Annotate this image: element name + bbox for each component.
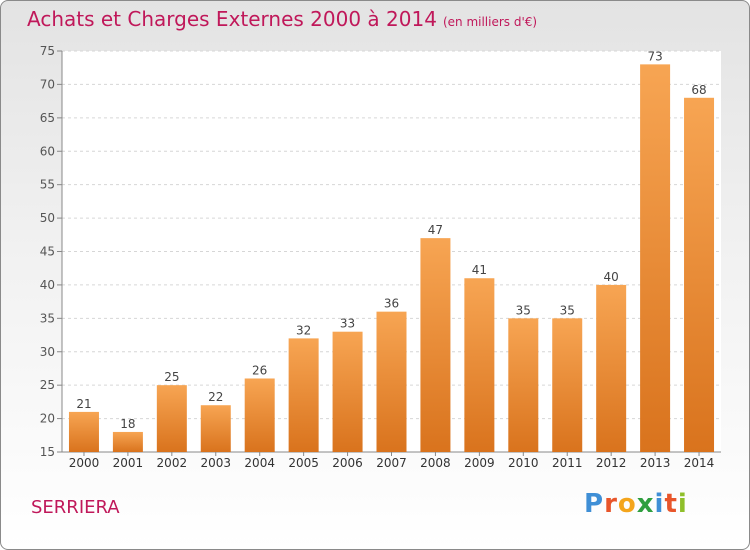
logo-letter: t	[664, 489, 678, 519]
x-tick-label-2000: 2000	[69, 456, 100, 470]
y-tick-label: 65	[40, 111, 55, 125]
x-tick-label-2014: 2014	[684, 456, 715, 470]
y-tick-label: 15	[40, 445, 55, 459]
data-label-2000: 21	[76, 397, 91, 411]
bar-2014	[684, 97, 715, 453]
data-label-2006: 33	[340, 317, 355, 331]
data-label-2003: 22	[208, 390, 223, 404]
x-tick-label-2011: 2011	[552, 456, 583, 470]
x-tick-label-2008: 2008	[420, 456, 451, 470]
y-tick-label: 25	[40, 378, 55, 392]
logo-letter: x	[636, 489, 655, 519]
x-tick-label-2004: 2004	[244, 456, 275, 470]
chart-title: Achats et Charges Externes 2000 à 2014 (e…	[27, 7, 537, 31]
data-label-2008: 47	[428, 223, 443, 237]
bar-2002	[156, 385, 187, 452]
y-tick-label: 75	[40, 44, 55, 58]
bar-2006	[332, 331, 363, 452]
logo-letter: P	[584, 489, 605, 519]
logo-letter: r	[604, 489, 618, 519]
proxiti-logo: Proxiti	[584, 489, 688, 519]
x-tick-label-2002: 2002	[157, 456, 188, 470]
x-tick-label-2001: 2001	[113, 456, 144, 470]
data-label-2005: 32	[296, 323, 311, 337]
y-tick-label: 70	[40, 77, 55, 91]
place-name: SERRIERA	[31, 497, 120, 518]
data-label-2011: 35	[560, 303, 575, 317]
x-tick-label-2003: 2003	[200, 456, 231, 470]
bar-2010	[508, 318, 539, 452]
logo-letter: o	[617, 489, 637, 519]
bar-2012	[596, 284, 627, 452]
bar-2009	[464, 278, 495, 452]
bar-2013	[640, 64, 671, 452]
bar-2007	[376, 311, 407, 452]
bar-2001	[112, 431, 143, 452]
x-tick-label-2012: 2012	[596, 456, 627, 470]
y-tick-label: 50	[40, 211, 55, 225]
x-tick-label-2013: 2013	[640, 456, 671, 470]
y-tick-label: 55	[40, 178, 55, 192]
bar-2000	[68, 411, 99, 452]
y-tick-label: 20	[40, 412, 55, 426]
data-label-2010: 35	[516, 303, 531, 317]
chart-unit: (en milliers d'€)	[442, 15, 538, 29]
y-tick-label: 30	[40, 345, 55, 359]
x-tick-label-2007: 2007	[376, 456, 407, 470]
data-label-2013: 73	[647, 49, 662, 63]
data-label-2004: 26	[252, 363, 267, 377]
data-label-2007: 36	[384, 297, 399, 311]
logo-letter: i	[654, 489, 665, 519]
bar-2005	[288, 338, 319, 452]
data-label-2002: 25	[164, 370, 179, 384]
y-tick-label: 60	[40, 144, 55, 158]
bar-2008	[420, 238, 451, 452]
bar-2003	[200, 405, 231, 452]
data-label-2001: 18	[120, 417, 135, 431]
y-tick-label: 45	[40, 245, 55, 259]
data-label-2012: 40	[604, 270, 619, 284]
data-label-2014: 68	[691, 83, 706, 97]
logo-letter: i	[677, 489, 688, 519]
x-tick-label-2009: 2009	[464, 456, 495, 470]
data-label-2009: 41	[472, 263, 487, 277]
x-tick-label-2005: 2005	[288, 456, 319, 470]
y-tick-label: 40	[40, 278, 55, 292]
bar-2011	[552, 318, 583, 452]
x-tick-label-2010: 2010	[508, 456, 539, 470]
chart-title-text: Achats et Charges Externes 2000 à 2014	[27, 7, 437, 31]
x-tick-label-2006: 2006	[332, 456, 363, 470]
bar-2004	[244, 378, 275, 452]
y-tick-label: 35	[40, 311, 55, 325]
